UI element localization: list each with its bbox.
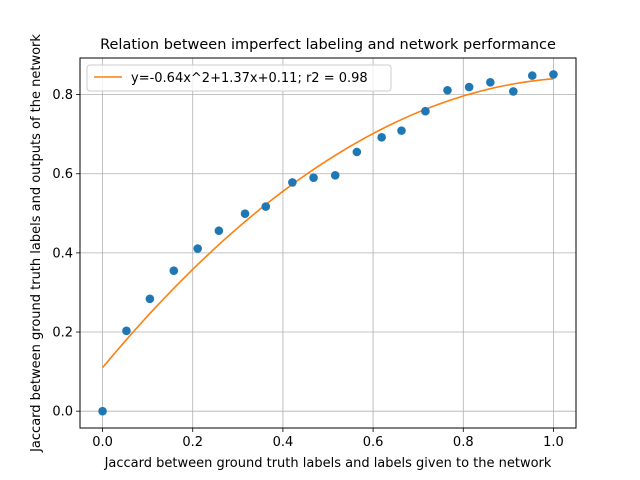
x-tick-label: 1.0 [543,435,564,450]
x-tick-label: 0.0 [92,435,113,450]
x-tick-label: 0.6 [363,435,384,450]
data-point [169,266,179,276]
data-point [288,178,297,187]
x-tick-label: 0.2 [182,435,203,450]
y-tick-label: 0.6 [52,167,73,182]
data-point [549,70,558,79]
y-tick-label: 0.2 [52,326,73,341]
fit-line-group [101,77,554,369]
data-point [509,87,518,96]
data-point [193,244,202,253]
legend-box [86,64,392,92]
y-axis-title: Jaccard between ground truth labels and … [29,34,44,453]
data-point [377,133,386,142]
scatter-points [98,70,558,416]
plot-frame [79,57,577,429]
data-point [122,326,131,336]
x-axis-title: Jaccard between ground truth labels and … [104,456,552,471]
data-point [309,173,318,183]
data-point [397,126,406,135]
chart-title: Relation between imperfect labeling and … [100,37,556,53]
data-point [443,85,452,95]
data-point [240,209,250,219]
data-point [421,106,430,116]
data-point [486,78,495,87]
x-axis-ticks: 0.0 0.2 0.4 0.6 0.8 1.0 [92,428,564,450]
data-point [145,294,155,304]
data-point [330,171,340,180]
y-tick-label: 0.0 [52,405,73,420]
data-point [352,147,362,157]
legend-label-fit: y=-0.64x^2+1.37x+0.11; r2 = 0.98 [131,71,368,86]
data-point [214,226,224,236]
y-tick-label: 0.4 [52,246,73,261]
y-tick-label: 0.8 [52,88,73,103]
data-point [527,71,537,80]
y-axis-ticks: 0.0 0.2 0.4 0.6 0.8 [52,88,80,420]
data-point [98,406,107,416]
data-point [464,82,474,92]
fit-line [101,77,554,369]
data-point [261,202,271,211]
grid [80,58,576,428]
legend: y=-0.64x^2+1.37x+0.11; r2 = 0.98 [86,64,392,92]
x-tick-label: 0.4 [273,435,294,450]
x-tick-label: 0.8 [453,435,474,450]
